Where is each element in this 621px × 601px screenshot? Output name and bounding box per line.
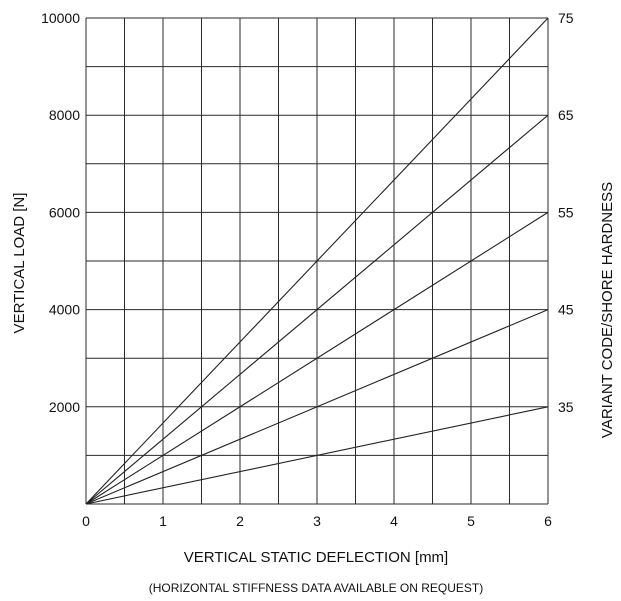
series-label-65: 65 [558, 107, 574, 123]
y-tick-label: 4000 [49, 302, 80, 318]
y-axis-label: VERTICAL LOAD [N] [11, 193, 28, 334]
y-tick-label: 2000 [49, 399, 80, 415]
series-line-35 [85, 406, 549, 505]
y-tick-label: 6000 [49, 204, 80, 220]
y2-axis-label: VARIANT CODE/SHORE HARDNESS [599, 182, 616, 438]
x-tick-label: 6 [544, 513, 552, 529]
x-tick-label: 0 [82, 513, 90, 529]
series-label-45: 45 [558, 302, 574, 318]
series-label-75: 75 [558, 10, 574, 26]
chart-series-lines [85, 17, 549, 505]
x-tick-label: 2 [236, 513, 244, 529]
x-tick-label: 4 [390, 513, 398, 529]
series-label-35: 35 [558, 399, 574, 415]
x-tick-label: 1 [159, 513, 167, 529]
y-tick-label: 8000 [49, 107, 80, 123]
series-label-55: 55 [558, 204, 574, 220]
x-axis-note: (HORIZONTAL STIFFNESS DATA AVAILABLE ON … [149, 581, 484, 595]
y-tick-label: 10000 [41, 10, 80, 26]
series-line-55 [85, 211, 549, 505]
series-line-75 [85, 17, 549, 505]
x-tick-label: 3 [313, 513, 321, 529]
x-tick-label: 5 [467, 513, 475, 529]
series-line-65 [85, 114, 549, 505]
series-line-45 [85, 309, 549, 505]
x-axis-label: VERTICAL STATIC DEFLECTION [mm] [184, 549, 448, 566]
